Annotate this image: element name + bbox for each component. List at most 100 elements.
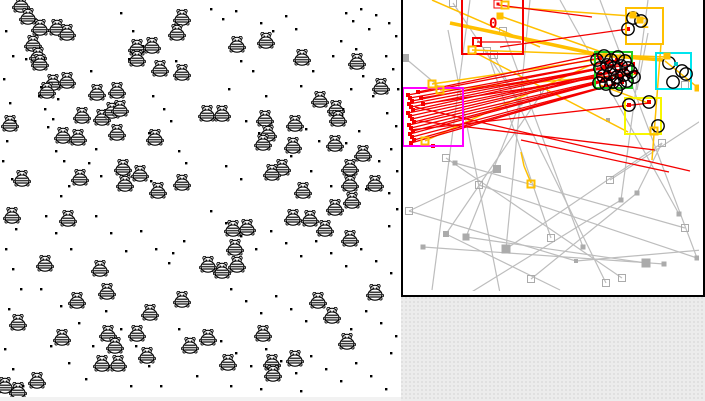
bug-sprite <box>146 129 164 146</box>
detection-red-square <box>618 75 622 79</box>
assoc-line-red <box>410 81 623 144</box>
food-dot <box>60 305 63 308</box>
track-segment <box>445 89 545 235</box>
track-marker-filled <box>580 244 586 250</box>
bug-sprite <box>198 105 216 122</box>
track-marker-filled <box>462 233 470 241</box>
food-dot <box>44 108 47 111</box>
detection-circle <box>618 54 632 68</box>
food-dot <box>155 248 158 251</box>
food-dot <box>11 178 14 181</box>
bug-sprite <box>71 169 89 186</box>
food-dot <box>6 140 9 143</box>
orange-gate <box>625 7 664 45</box>
food-dot <box>355 48 358 51</box>
food-dot <box>275 295 278 298</box>
food-dot <box>312 70 315 73</box>
food-dot <box>2 160 5 163</box>
bug-sprite <box>366 175 384 192</box>
assoc-line-red <box>520 139 670 173</box>
food-dot <box>300 85 303 88</box>
food-dot <box>386 112 389 115</box>
bug-sprite <box>226 239 244 256</box>
detection-orange-square <box>496 12 504 20</box>
red-gate <box>461 0 524 55</box>
food-dot <box>50 345 53 348</box>
food-dot <box>360 248 363 251</box>
food-dot <box>300 390 303 393</box>
arena-canvas[interactable] <box>0 0 401 397</box>
bug-sprite <box>3 207 21 224</box>
food-dot <box>245 120 248 123</box>
detection-circle <box>642 95 656 109</box>
assoc-line-red <box>409 102 651 131</box>
food-dot <box>68 185 71 188</box>
assoc-line-orange <box>499 15 611 56</box>
detection-red-square <box>620 80 624 84</box>
track-segment <box>530 192 638 280</box>
food-dot <box>345 265 348 268</box>
bug-sprite <box>326 199 344 216</box>
detection-red-square <box>409 126 413 130</box>
food-dot <box>388 22 391 25</box>
track-marker-filled <box>403 54 409 62</box>
food-dot <box>220 340 223 343</box>
detection-circle <box>679 67 693 81</box>
food-dot <box>25 58 28 61</box>
bug-sprite <box>128 325 146 342</box>
track-marker-filled <box>618 197 624 203</box>
detection-red-open-square <box>472 37 482 47</box>
bug-sprite <box>228 256 246 273</box>
food-dot <box>22 385 25 388</box>
food-dot <box>290 308 293 311</box>
food-dot <box>265 348 268 351</box>
food-dot <box>395 35 398 38</box>
food-dot <box>196 375 199 378</box>
red-gate-label: 0 <box>489 16 497 32</box>
food-dot <box>68 362 71 365</box>
track-segment <box>422 246 665 265</box>
food-dot <box>240 178 243 181</box>
detection-red-square <box>409 105 413 109</box>
detection-red-square <box>410 135 414 139</box>
bug-sprite <box>91 260 109 277</box>
assoc-line-red <box>413 68 627 123</box>
detection-red-square <box>412 120 416 124</box>
food-dot <box>378 160 381 163</box>
bug-sprite <box>9 382 27 397</box>
food-dot <box>258 132 261 135</box>
bug-sprite <box>284 137 302 154</box>
detection-circle <box>675 64 689 78</box>
detection-circle <box>609 83 623 97</box>
detection-red-square <box>647 100 651 104</box>
track-segment <box>408 168 498 212</box>
bug-sprite <box>28 372 46 389</box>
food-dot <box>120 328 123 331</box>
assoc-line-red <box>418 120 656 151</box>
track-segment <box>465 236 647 264</box>
bug-sprite <box>9 314 27 331</box>
track-marker-open <box>680 223 690 233</box>
food-dot <box>172 252 175 255</box>
bug-sprite <box>151 60 169 77</box>
arena-view[interactable] <box>0 0 401 397</box>
bug-sprite <box>311 91 329 108</box>
assoc-line-orange <box>520 151 525 167</box>
food-dot <box>110 232 113 235</box>
food-dot <box>70 248 73 251</box>
food-dot <box>392 68 395 71</box>
detection-orange-square <box>629 11 637 19</box>
track-marker-filled <box>501 244 511 254</box>
food-dot <box>315 240 318 243</box>
detection-red-square <box>626 27 630 31</box>
food-dot <box>310 355 313 358</box>
detection-red-dot <box>496 2 500 6</box>
track-marker-filled <box>676 211 682 217</box>
food-dot <box>240 60 243 63</box>
track-marker-filled <box>634 190 640 196</box>
food-dot <box>260 388 263 391</box>
food-dot <box>160 385 163 388</box>
